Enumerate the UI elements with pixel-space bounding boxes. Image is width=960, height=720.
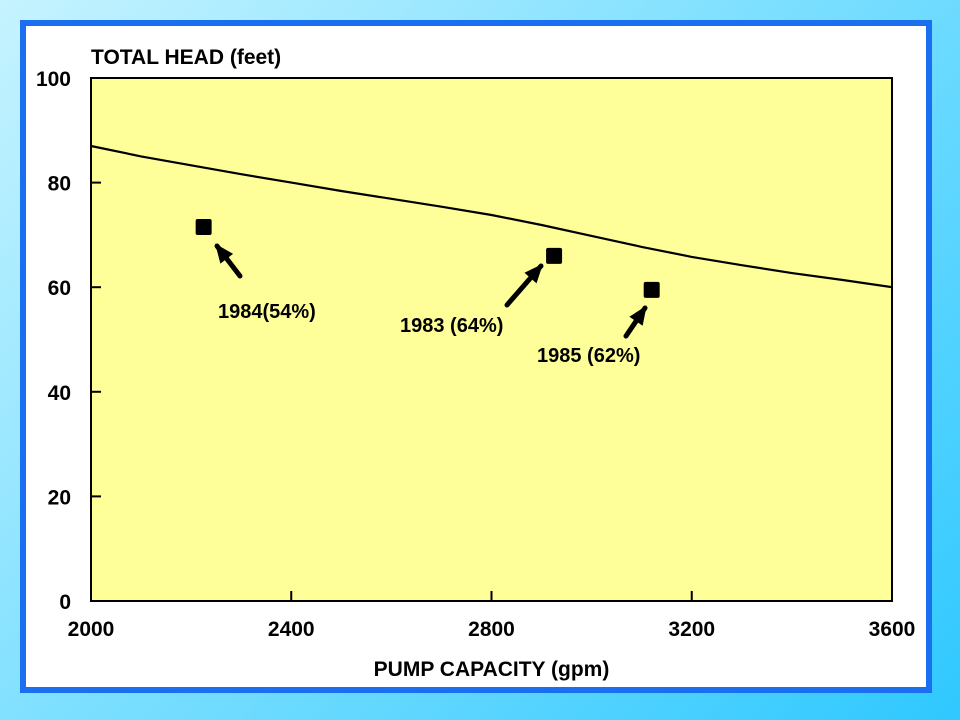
- data-point-marker: [546, 247, 563, 264]
- data-point-marker: [195, 219, 212, 236]
- data-point-marker: [643, 281, 660, 298]
- y-tick-label: 20: [48, 486, 71, 509]
- y-tick-label: 100: [36, 68, 71, 91]
- x-axis-title: PUMP CAPACITY (gpm): [374, 658, 610, 681]
- x-tick-label: 2000: [68, 618, 115, 641]
- annotation-arrowhead: [629, 305, 647, 326]
- x-tick-label: 3200: [668, 618, 715, 641]
- x-tick-label: 2800: [468, 618, 515, 641]
- y-tick-label: 80: [48, 173, 71, 196]
- annotation-arrowhead: [524, 263, 543, 284]
- y-axis-title: TOTAL HEAD (feet): [91, 46, 281, 69]
- y-tick-label: 60: [48, 277, 71, 300]
- data-point-label: 1985 (62%): [537, 345, 640, 367]
- y-tick-label: 0: [59, 591, 71, 614]
- plot-area: [90, 77, 893, 602]
- y-axis: 0 20 40 60 80 100: [36, 68, 101, 614]
- y-tick-label: 40: [48, 382, 71, 405]
- x-tick-label: 2400: [268, 618, 315, 641]
- data-point-label: 1983 (64%): [400, 315, 503, 337]
- x-tick-label: 3600: [869, 618, 916, 641]
- annotation-arrowhead: [215, 243, 234, 264]
- data-point-label: 1984(54%): [218, 301, 316, 323]
- total-head-curve: [90, 144, 893, 289]
- data-points: 1984(54%) 1983 (64%) 1985 (62%): [195, 219, 660, 367]
- x-axis: 2000 2400 2800 3200 3600: [68, 591, 916, 641]
